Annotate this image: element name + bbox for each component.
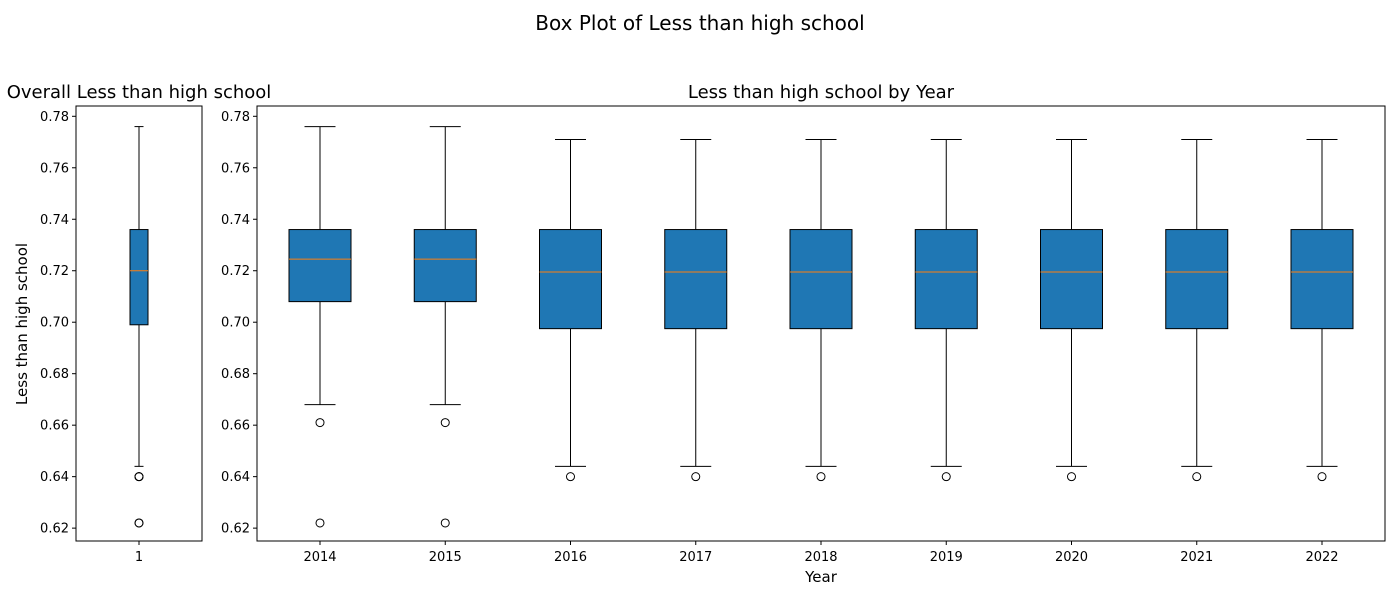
- y-tick-label: 0.74: [221, 213, 250, 228]
- x-tick-label: 2022: [1305, 550, 1338, 565]
- yearly-x-axis-label: Year: [804, 568, 838, 586]
- y-tick-label: 0.66: [40, 419, 69, 434]
- outlier-point: [566, 472, 575, 482]
- x-tick-label: 2018: [804, 550, 837, 565]
- y-tick-label: 0.68: [221, 367, 250, 382]
- overall-box-plot-panel: Overall Less than high school Less than …: [7, 82, 272, 565]
- y-tick-label: 0.64: [40, 470, 69, 485]
- y-tick-label: 0.76: [221, 161, 250, 176]
- y-tick-label: 0.66: [221, 419, 250, 434]
- overall-panel-title: Overall Less than high school: [7, 82, 272, 103]
- box-2016: [539, 138, 602, 482]
- yearly-panel-title: Less than high school by Year: [688, 82, 955, 103]
- outlier-point: [1192, 472, 1202, 482]
- x-tick-label: 2017: [679, 550, 712, 565]
- outlier-point: [134, 518, 144, 528]
- y-tick-label: 0.62: [40, 522, 69, 537]
- figure-title: Box Plot of Less than high school: [535, 11, 864, 35]
- x-tick-label: 2014: [303, 550, 336, 565]
- box-2015: [413, 126, 477, 528]
- yearly-box-plot-panel: Less than high school by Year Year 0.62 0…: [221, 82, 1386, 586]
- x-tick-label: 2016: [554, 550, 587, 565]
- iqr-box: [413, 229, 477, 303]
- y-tick-label: 0.76: [40, 161, 69, 176]
- y-tick-label: 0.78: [221, 110, 250, 125]
- iqr-box: [129, 229, 149, 326]
- y-tick-label: 0.70: [221, 316, 250, 331]
- outlier-point: [941, 472, 951, 482]
- iqr-box: [789, 229, 853, 330]
- iqr-box: [1290, 229, 1354, 330]
- outlier-point: [691, 472, 701, 482]
- iqr-box: [288, 229, 352, 303]
- y-tick-label: 0.70: [40, 316, 69, 331]
- y-tick-label: 0.68: [40, 367, 69, 382]
- y-tick-label: 0.78: [40, 110, 69, 125]
- axes-frame: [75, 105, 203, 542]
- iqr-box: [914, 229, 978, 330]
- y-tick-label: 0.72: [40, 264, 69, 279]
- outlier-point: [1317, 472, 1327, 482]
- box-2020: [1040, 138, 1103, 482]
- x-tick-label: 1: [135, 550, 143, 565]
- y-tick-label: 0.72: [221, 264, 250, 279]
- box-2014: [288, 126, 352, 528]
- y-tick-label: 0.62: [221, 522, 250, 537]
- x-tick-label: 2019: [930, 550, 963, 565]
- box-2018: [789, 138, 853, 482]
- outlier-point: [1067, 472, 1076, 482]
- iqr-box: [1040, 229, 1103, 330]
- iqr-box: [539, 229, 602, 330]
- y-tick-label: 0.74: [40, 213, 69, 228]
- iqr-box: [664, 229, 728, 330]
- box-2022: [1290, 138, 1354, 482]
- outlier-point: [440, 418, 450, 428]
- box-2019: [914, 138, 978, 482]
- x-tick-label: 2020: [1055, 550, 1088, 565]
- axes-frame: [256, 105, 1386, 542]
- box-2021: [1165, 138, 1229, 482]
- outlier-point: [315, 518, 325, 528]
- outlier-point: [315, 418, 325, 428]
- overall-y-axis-label: Less than high school: [13, 243, 31, 405]
- x-tick-label: 2015: [429, 550, 462, 565]
- outlier-point: [816, 472, 826, 482]
- box-2017: [664, 138, 728, 482]
- outlier-point: [134, 472, 144, 482]
- y-tick-label: 0.64: [221, 470, 250, 485]
- x-tick-label: 2021: [1180, 550, 1213, 565]
- outlier-point: [440, 518, 450, 528]
- iqr-box: [1165, 229, 1229, 330]
- box-1: [129, 126, 149, 528]
